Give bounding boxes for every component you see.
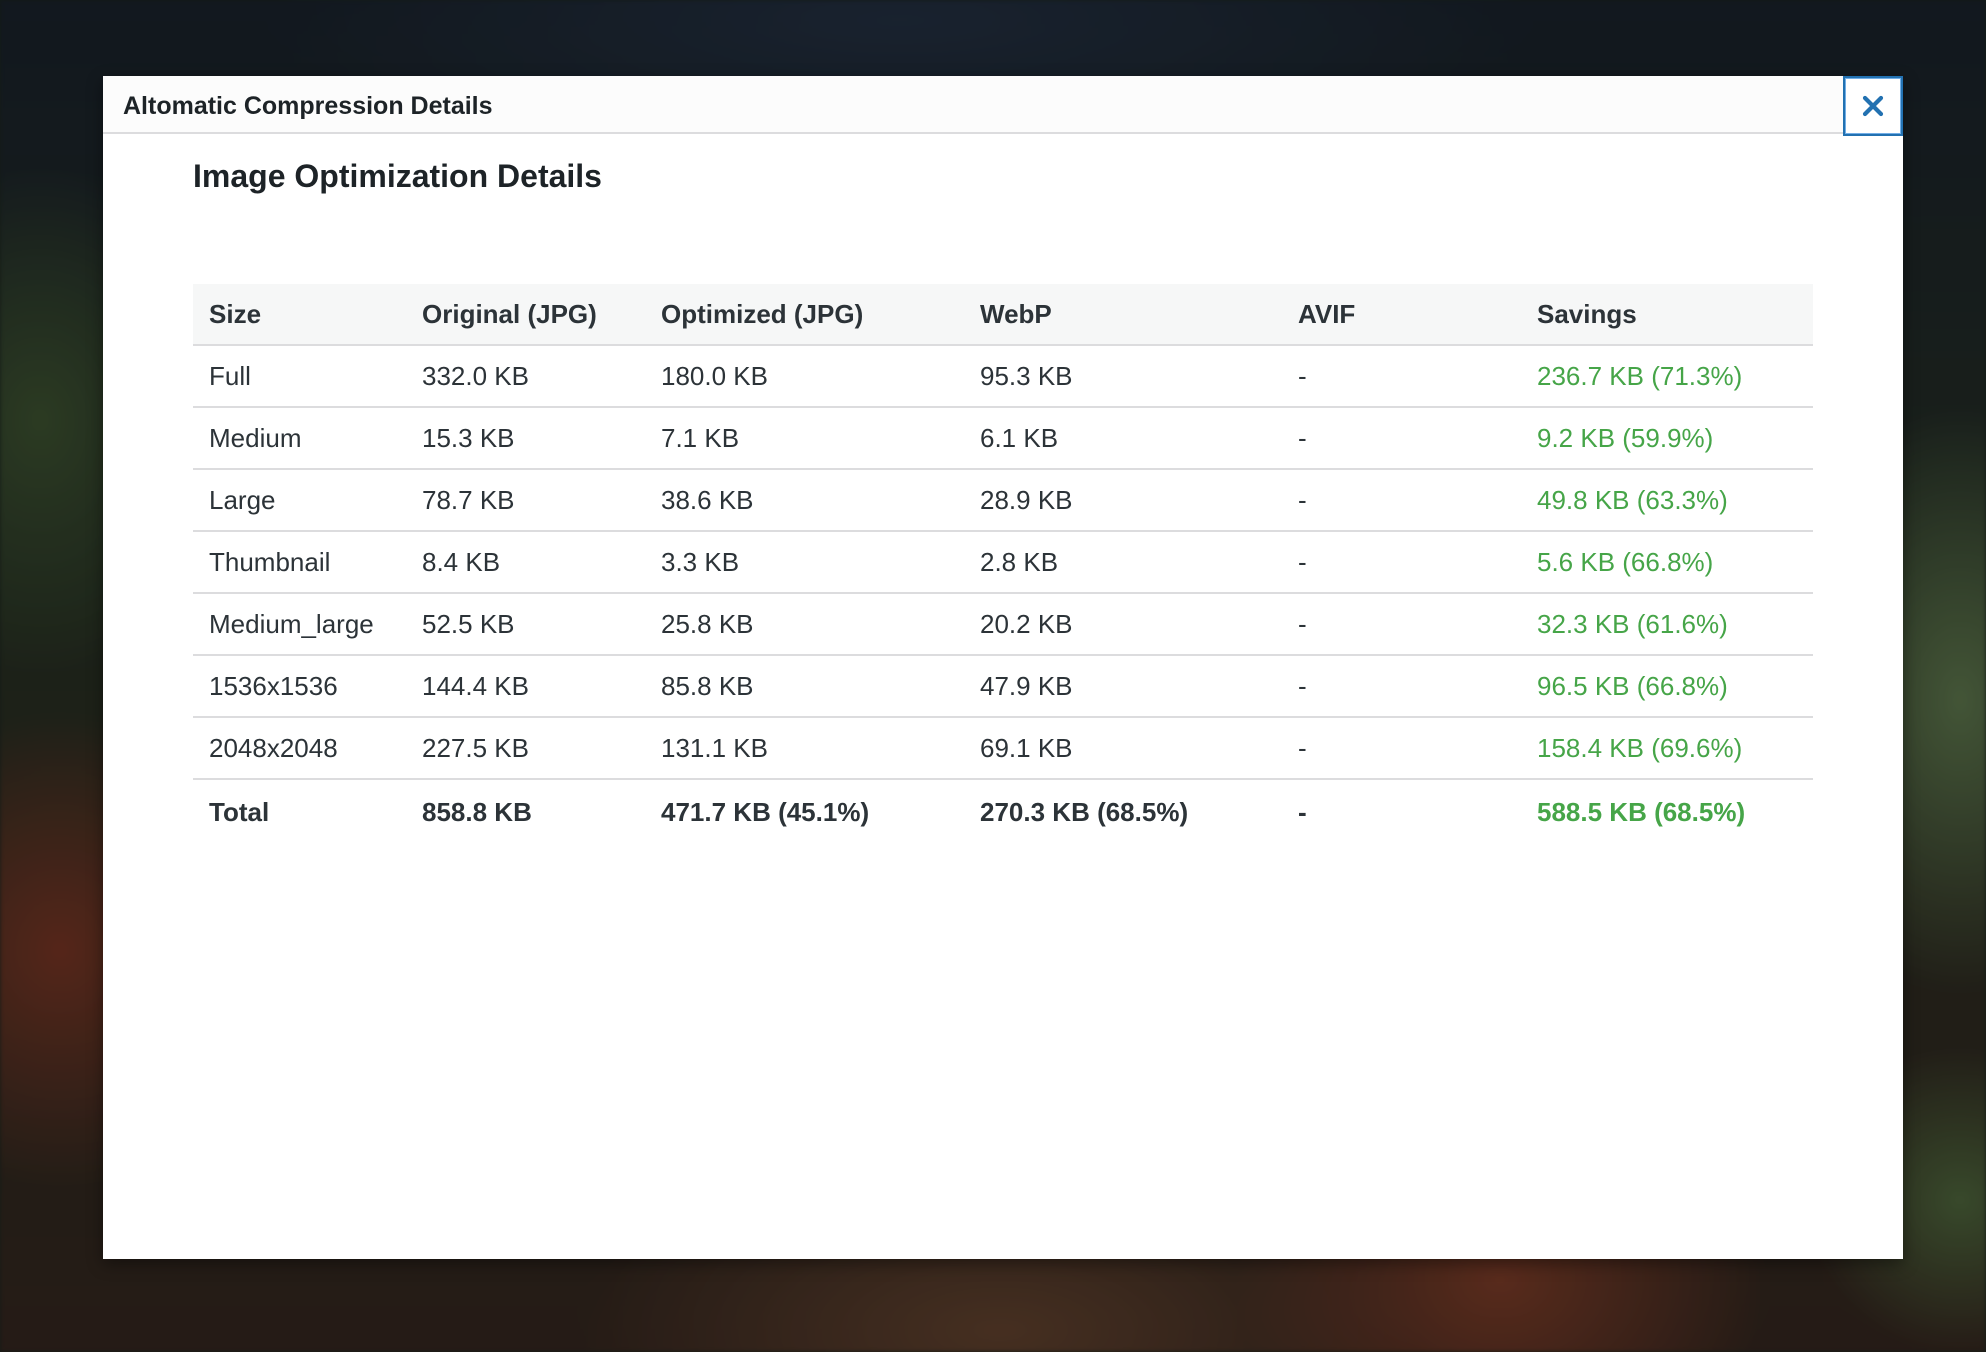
size-cell: Medium [193,407,406,470]
column-header-optimized: Optimized (JPG) [645,284,964,346]
avif-cell: - [1282,717,1521,780]
webp-cell: 69.1 KB [964,717,1282,780]
original-cell: 8.4 KB [406,531,645,594]
table-row: Medium_large 52.5 KB 25.8 KB 20.2 KB - 3… [193,593,1813,656]
original-cell: 227.5 KB [406,717,645,780]
section-title: Image Optimization Details [193,158,602,194]
size-cell: 1536x1536 [193,655,406,718]
avif-cell: - [1282,531,1521,594]
total-avif: - [1282,778,1521,845]
savings-cell: 236.7 KB (71.3%) [1521,345,1813,408]
column-header-original: Original (JPG) [406,284,645,346]
table-row: 1536x1536 144.4 KB 85.8 KB 47.9 KB - 96.… [193,655,1813,718]
savings-cell: 158.4 KB (69.6%) [1521,717,1813,780]
optimization-details-table: Size Original (JPG) Optimized (JPG) WebP… [193,284,1813,845]
optimized-cell: 85.8 KB [645,655,964,718]
total-webp: 270.3 KB (68.5%) [964,778,1282,845]
original-cell: 144.4 KB [406,655,645,718]
close-button[interactable] [1843,76,1903,136]
avif-cell: - [1282,655,1521,718]
total-original: 858.8 KB [406,778,645,845]
table-row: 2048x2048 227.5 KB 131.1 KB 69.1 KB - 15… [193,717,1813,780]
original-cell: 52.5 KB [406,593,645,656]
size-cell: Thumbnail [193,531,406,594]
avif-cell: - [1282,469,1521,532]
avif-cell: - [1282,593,1521,656]
savings-cell: 5.6 KB (66.8%) [1521,531,1813,594]
size-cell: Medium_large [193,593,406,656]
optimized-cell: 25.8 KB [645,593,964,656]
size-cell: Full [193,345,406,408]
close-icon [1862,95,1884,117]
column-header-savings: Savings [1521,284,1813,346]
total-savings: 588.5 KB (68.5%) [1521,778,1813,845]
column-header-avif: AVIF [1282,284,1521,346]
optimized-cell: 3.3 KB [645,531,964,594]
avif-cell: - [1282,407,1521,470]
modal-header: Altomatic Compression Details [103,76,1903,136]
original-cell: 15.3 KB [406,407,645,470]
savings-cell: 32.3 KB (61.6%) [1521,593,1813,656]
table-header-row: Size Original (JPG) Optimized (JPG) WebP… [193,284,1813,346]
total-optimized: 471.7 KB (45.1%) [645,778,964,845]
optimized-cell: 38.6 KB [645,469,964,532]
webp-cell: 2.8 KB [964,531,1282,594]
size-cell: 2048x2048 [193,717,406,780]
webp-cell: 47.9 KB [964,655,1282,718]
avif-cell: - [1282,345,1521,408]
size-cell: Large [193,469,406,532]
total-label: Total [193,778,406,845]
webp-cell: 95.3 KB [964,345,1282,408]
total-row: Total 858.8 KB 471.7 KB (45.1%) 270.3 KB… [193,778,1813,845]
webp-cell: 6.1 KB [964,407,1282,470]
column-header-size: Size [193,284,406,346]
optimized-cell: 131.1 KB [645,717,964,780]
modal-title: Altomatic Compression Details [123,92,493,120]
table-row: Thumbnail 8.4 KB 3.3 KB 2.8 KB - 5.6 KB … [193,531,1813,594]
compression-details-modal: Altomatic Compression Details Image Opti… [103,76,1903,1259]
optimized-cell: 7.1 KB [645,407,964,470]
webp-cell: 20.2 KB [964,593,1282,656]
optimized-cell: 180.0 KB [645,345,964,408]
savings-cell: 49.8 KB (63.3%) [1521,469,1813,532]
table-row: Medium 15.3 KB 7.1 KB 6.1 KB - 9.2 KB (5… [193,407,1813,470]
original-cell: 78.7 KB [406,469,645,532]
table-row: Full 332.0 KB 180.0 KB 95.3 KB - 236.7 K… [193,345,1813,408]
original-cell: 332.0 KB [406,345,645,408]
webp-cell: 28.9 KB [964,469,1282,532]
savings-cell: 96.5 KB (66.8%) [1521,655,1813,718]
savings-cell: 9.2 KB (59.9%) [1521,407,1813,470]
table-row: Large 78.7 KB 38.6 KB 28.9 KB - 49.8 KB … [193,469,1813,532]
column-header-webp: WebP [964,284,1282,346]
